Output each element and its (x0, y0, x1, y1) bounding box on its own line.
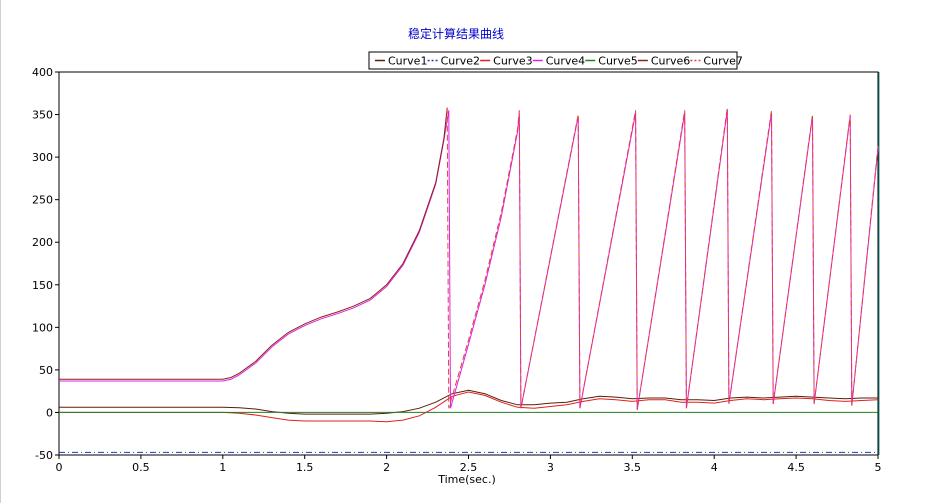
x-tick-label: 3 (547, 461, 554, 474)
series-line-curve6 (59, 107, 448, 380)
legend-box (368, 51, 738, 70)
axes-layer: 0 0.5 1 1.5 2 2.5 3 3.5 4 4.5 5-500501001502002503… (32, 66, 882, 474)
x-tick-label: 4.5 (787, 461, 805, 474)
x-tick-label: 0.5 (132, 461, 150, 474)
x-tick-label: 2 (383, 461, 390, 474)
y-tick-label: 0 (46, 406, 53, 419)
y-tick-label: 100 (32, 321, 53, 334)
x-tick-label: 1 (219, 461, 226, 474)
legend-label-curve4: Curve4 (546, 55, 585, 68)
x-tick-label: 5 (875, 461, 882, 474)
legend-label-curve2: Curve2 (441, 55, 480, 68)
chart-title: 稳定计算结果曲线 (408, 26, 504, 41)
x-tick-label: 0 (56, 461, 63, 474)
legend-label-curve1: Curve1 (388, 55, 427, 68)
series-layer (59, 107, 879, 453)
x-tick-label: 3.5 (624, 461, 642, 474)
series-line-curve1 (59, 389, 878, 415)
legend-label-curve3: Curve3 (493, 55, 532, 68)
x-axis-label: Time(sec.) (437, 473, 496, 486)
y-tick-label: 300 (32, 151, 53, 164)
series-line-curve3 (59, 391, 879, 423)
legend-label-curve7: Curve7 (703, 55, 742, 68)
y-tick-label: 150 (32, 279, 53, 292)
y-tick-label: 200 (32, 236, 53, 249)
y-tick-label: 50 (39, 364, 53, 377)
x-tick-label: 2.5 (460, 461, 478, 474)
y-tick-label: -50 (35, 449, 53, 462)
legend-label-curve6: Curve6 (651, 55, 690, 68)
y-tick-label: 400 (32, 66, 53, 79)
y-tick-label: 350 (32, 109, 53, 122)
y-tick-label: 250 (32, 194, 53, 207)
legend: Curve1 Curve2 Curve3 Curve4 Curve5 Curve6 Curv… (368, 51, 743, 70)
plot-area (58, 71, 879, 456)
legend-label-curve5: Curve5 (598, 55, 637, 68)
x-tick-label: 4 (711, 461, 718, 474)
x-tick-label: 1.5 (296, 461, 314, 474)
series-line-curve7 (446, 107, 879, 410)
